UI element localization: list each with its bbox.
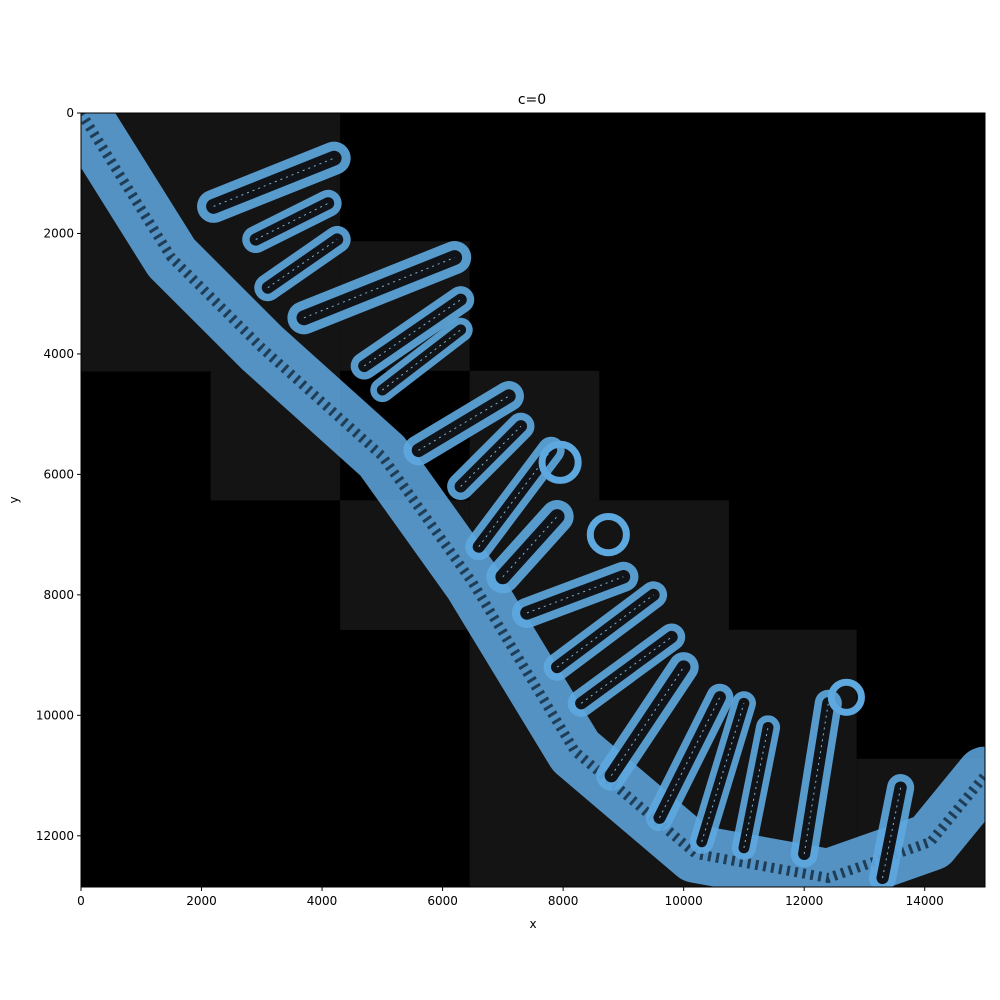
y-axis: 0 2000 4000 6000 8000 10000 12000 [36,106,81,843]
crypt-edge [556,594,654,668]
crypt-edge [255,202,329,240]
y-tick-label: 6000 [43,467,74,481]
ring-structure [827,678,865,716]
crypt-lumen [411,389,516,458]
crypt-edge [267,239,338,289]
y-tick-label: 2000 [43,226,74,240]
ring-structure [586,513,630,557]
crypt-lumen [876,781,907,885]
crypt-edge [743,727,769,848]
crypt-edge [610,666,685,776]
x-tick-label: 2000 [186,894,217,908]
ring-structure [538,440,582,484]
crypt-edge [382,329,461,391]
x-tick-label: 8000 [548,894,579,908]
crypt-edge [526,576,624,614]
x-tick-label: 6000 [427,894,458,908]
x-tick-label: 0 [77,894,85,908]
crypt-edge [363,299,461,367]
crypt-edge [478,450,552,547]
crypt-edge [502,516,558,578]
image-area [81,113,985,887]
x-tick-label: 12000 [785,894,823,908]
y-tick-label: 12000 [36,829,74,843]
x-axis-label: x [529,917,536,931]
x-tick-label: 10000 [665,894,703,908]
y-tick-label: 10000 [36,708,74,722]
y-tick-label: 4000 [43,347,74,361]
tissue-overlay [81,113,985,887]
crypt-edge [580,636,672,704]
plot-title: c=0 [518,92,546,108]
axes-frame [80,112,986,888]
x-axis: 0 2000 4000 6000 8000 10000 12000 14000 [77,887,944,908]
x-tick-label: 4000 [307,894,338,908]
crypt-edge [659,697,721,818]
crypt-lumen [296,250,463,326]
crypt-edge [701,703,745,842]
crypt-edge [803,703,829,854]
crypt-edge [460,425,522,487]
crypt-edge [213,157,335,207]
y-tick-label: 8000 [43,588,74,602]
y-axis-label: y [7,496,21,503]
x-tick-label: 14000 [906,894,944,908]
y-tick-label: 0 [66,106,74,120]
